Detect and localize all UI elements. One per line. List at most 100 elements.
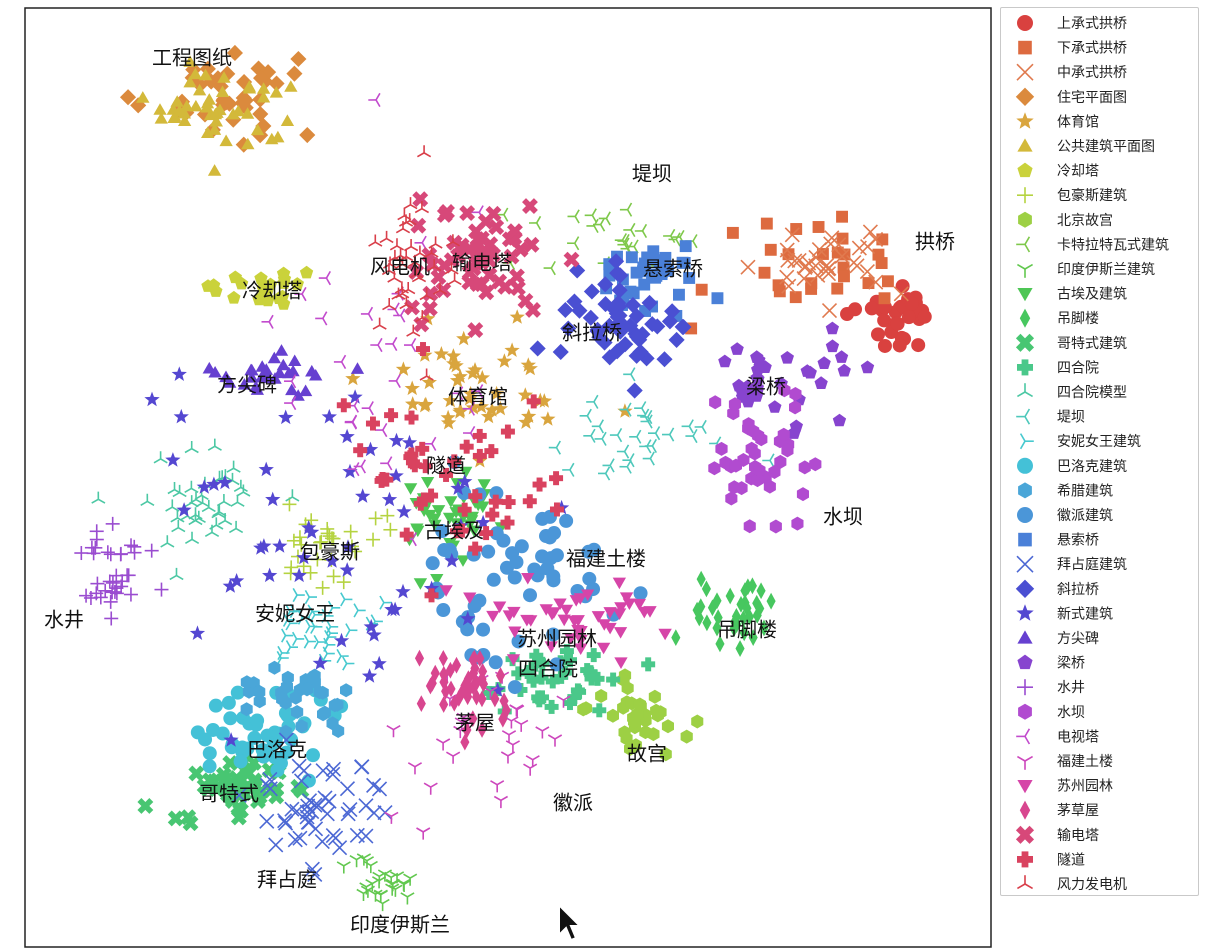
point-category-25	[282, 366, 296, 379]
point-category-12	[747, 577, 757, 595]
point-category-20	[507, 570, 522, 585]
point-category-27	[127, 539, 142, 554]
point-category-29	[284, 396, 297, 411]
point-category-26	[832, 413, 847, 427]
point-category-28	[735, 481, 748, 496]
point-category-34	[549, 471, 564, 486]
point-category-27	[83, 590, 98, 605]
point-category-33	[467, 322, 484, 338]
legend-marker-icon	[1019, 308, 1031, 328]
point-category-22	[340, 806, 356, 822]
point-category-20	[444, 547, 459, 562]
legend-entry-category-6: 冷却塔	[1017, 162, 1099, 180]
legend-label: 希腊建筑	[1057, 483, 1113, 499]
point-category-5	[200, 100, 214, 113]
point-category-8	[606, 708, 619, 723]
point-category-31	[619, 592, 634, 604]
cluster-annotation-5: 悬索桥	[643, 257, 703, 281]
point-category-7	[336, 575, 351, 590]
point-category-8	[661, 719, 674, 734]
point-category-30	[514, 719, 529, 732]
legend-label: 安妮女王建筑	[1057, 433, 1141, 450]
point-category-25	[305, 364, 319, 377]
point-category-1	[789, 291, 802, 304]
point-category-31	[439, 585, 453, 597]
legend-marker-icon	[1017, 288, 1033, 302]
point-category-29	[261, 314, 274, 329]
point-category-5	[271, 130, 285, 143]
point-category-21	[676, 256, 689, 269]
point-category-21	[603, 258, 616, 271]
point-category-24	[176, 502, 192, 517]
cluster-annotation-8: 方尖碑	[217, 373, 277, 397]
point-category-12	[715, 635, 725, 653]
legend-entry-category-32: 茅草屋	[1019, 800, 1099, 820]
point-category-23	[612, 323, 629, 340]
legend-entry-category-18: 巴洛克建筑	[1017, 457, 1127, 475]
legend-marker-icon	[1018, 211, 1032, 228]
point-category-3	[260, 64, 277, 81]
point-category-4	[473, 398, 489, 414]
cluster-annotation-12: 水坝	[823, 505, 863, 529]
point-category-23	[610, 295, 627, 312]
point-category-24	[206, 476, 222, 491]
point-category-32	[463, 670, 473, 688]
point-category-20	[507, 680, 522, 695]
point-category-23	[597, 296, 614, 313]
point-category-33	[510, 280, 526, 297]
point-category-35	[393, 247, 408, 261]
point-category-24	[395, 583, 411, 599]
point-category-33	[488, 219, 505, 236]
legend-label: 悬索桥	[1057, 532, 1099, 549]
point-category-32	[446, 680, 456, 698]
point-category-13	[228, 770, 245, 787]
point-category-12	[692, 601, 702, 619]
point-category-33	[478, 284, 495, 301]
point-category-24	[396, 503, 412, 519]
point-category-5	[180, 99, 194, 112]
point-category-23	[668, 331, 685, 348]
point-category-16	[644, 438, 657, 454]
legend-marker-icon	[1017, 630, 1033, 644]
point-category-17	[323, 637, 336, 652]
point-category-11	[442, 512, 457, 525]
point-category-14	[531, 690, 546, 705]
point-category-17	[345, 623, 358, 638]
point-category-33	[443, 252, 460, 269]
point-category-34	[424, 488, 439, 503]
legend-entry-category-5: 公共建筑平面图	[1017, 138, 1155, 155]
legend-entry-category-13: 哥特式建筑	[1015, 333, 1127, 352]
point-category-7	[326, 569, 341, 584]
point-category-0	[911, 338, 926, 353]
point-category-28	[791, 516, 804, 531]
point-category-35	[395, 221, 411, 234]
point-category-2	[811, 241, 827, 258]
point-category-25	[268, 372, 282, 384]
point-category-31	[506, 654, 521, 666]
point-category-18	[279, 745, 294, 760]
point-category-35	[389, 238, 405, 251]
point-category-24	[291, 567, 307, 583]
point-category-14	[584, 671, 599, 686]
point-category-7	[368, 511, 383, 526]
cluster-annotation-2: 拱桥	[915, 230, 955, 254]
point-category-10	[336, 861, 351, 874]
point-category-27	[105, 516, 120, 531]
point-category-2	[846, 254, 862, 271]
point-category-20	[481, 544, 496, 559]
legend-marker-icon	[1015, 579, 1035, 598]
point-category-2	[779, 242, 795, 258]
point-category-29	[451, 386, 464, 401]
point-category-23	[675, 318, 692, 336]
point-category-35	[403, 197, 418, 210]
point-category-6	[277, 276, 291, 289]
point-category-13	[268, 781, 285, 798]
point-category-26	[860, 360, 875, 374]
point-category-4	[492, 400, 508, 416]
point-category-23	[644, 316, 661, 333]
point-category-27	[86, 546, 101, 561]
point-category-3	[268, 75, 285, 92]
point-category-34	[336, 398, 351, 413]
point-category-31	[553, 598, 567, 610]
